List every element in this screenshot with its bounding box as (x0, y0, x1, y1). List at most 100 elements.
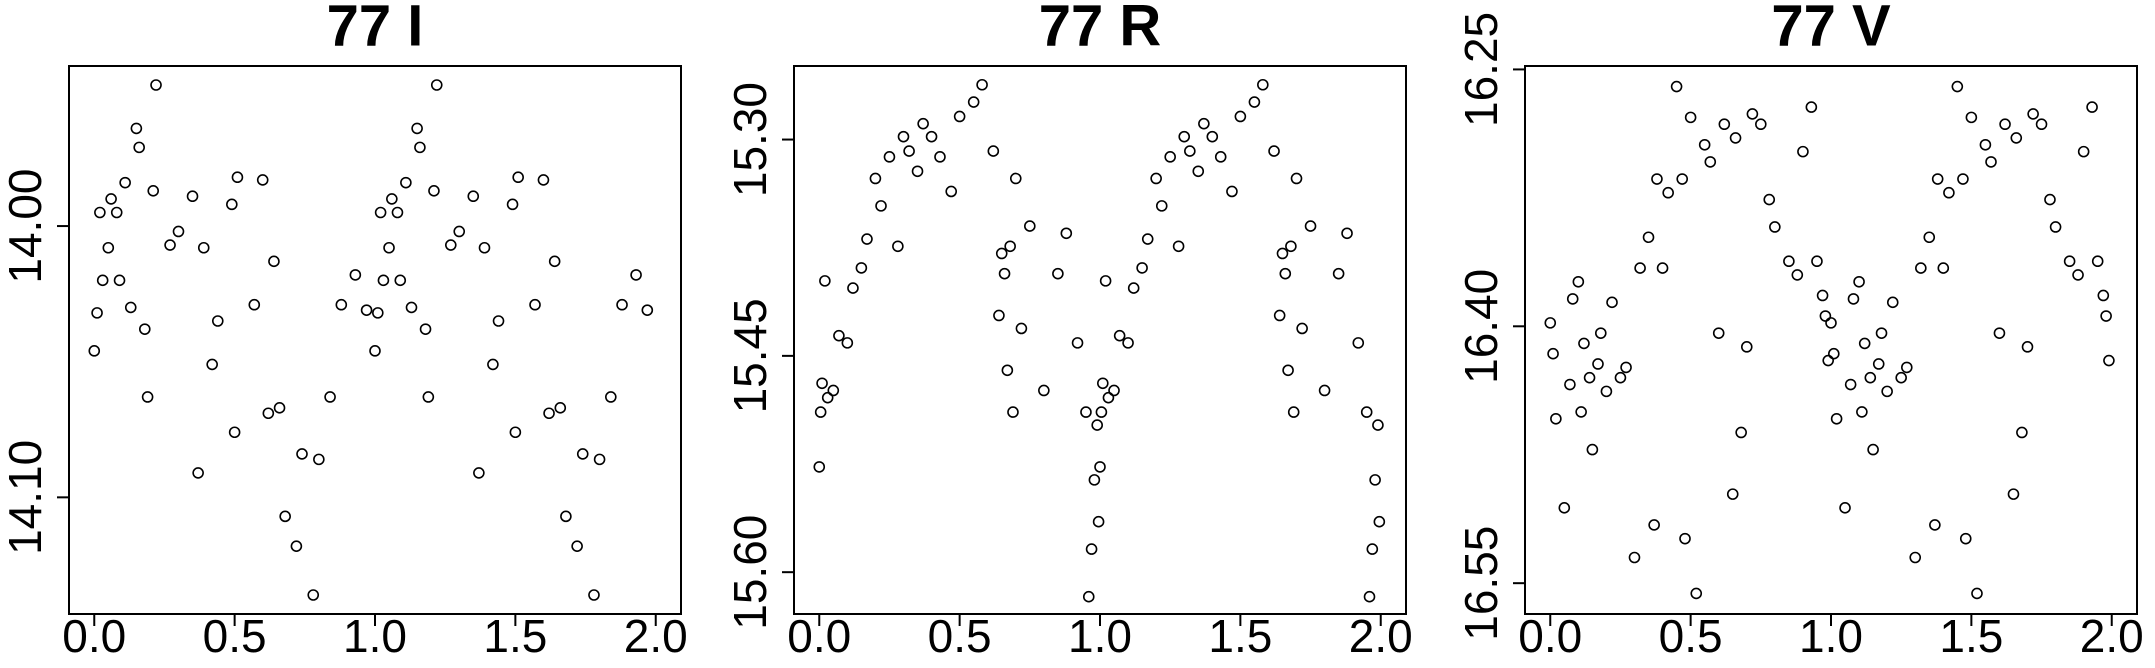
point (138, 323, 151, 335)
point (925, 130, 938, 143)
point (1895, 371, 1907, 384)
point (1091, 419, 1103, 431)
x-tick-label: 0.0 (787, 610, 851, 662)
point (324, 391, 336, 403)
point (814, 406, 827, 418)
point (1763, 193, 1776, 206)
point (1828, 347, 1840, 360)
point (141, 391, 154, 403)
point (1875, 327, 1888, 339)
point (841, 337, 854, 349)
point (537, 174, 550, 186)
point (119, 176, 131, 189)
point (1009, 172, 1022, 185)
point (1676, 173, 1689, 185)
point (1099, 275, 1112, 287)
point (231, 171, 244, 184)
point (934, 151, 946, 163)
point (478, 241, 491, 254)
point (529, 298, 541, 311)
point (1628, 551, 1641, 564)
point (1985, 156, 1997, 168)
point (1102, 391, 1115, 404)
point (945, 185, 958, 198)
x-tick-label: 0.0 (62, 610, 126, 662)
point (349, 269, 362, 281)
chart-title: 77 R (1039, 0, 1162, 58)
point (1082, 590, 1095, 603)
point (262, 407, 275, 420)
point (1620, 361, 1632, 374)
point (91, 307, 103, 319)
point (1740, 341, 1753, 353)
point (405, 301, 418, 314)
x-tick-label: 1.0 (1068, 610, 1132, 662)
point (94, 206, 106, 219)
point (313, 453, 325, 466)
point (1886, 296, 1899, 309)
point (1332, 267, 1345, 280)
point (1004, 240, 1016, 253)
point (1155, 200, 1168, 212)
x-tick-label: 0.0 (1518, 610, 1582, 662)
point (1993, 327, 2006, 339)
point (1847, 293, 1860, 305)
point (1656, 262, 1669, 274)
point (1864, 371, 1877, 384)
point (2035, 118, 2048, 131)
point (1352, 337, 1365, 349)
point (1287, 406, 1300, 418)
point (1791, 269, 1804, 281)
point (1651, 173, 1663, 185)
point (307, 589, 320, 601)
point (1825, 317, 1837, 329)
point (1198, 117, 1210, 130)
point (473, 467, 485, 479)
point (1164, 151, 1176, 163)
x-tick-label: 2.0 (1349, 610, 1413, 662)
point (1690, 587, 1703, 600)
point (1712, 327, 1725, 339)
point (1606, 296, 1618, 309)
point (875, 200, 887, 212)
point (2044, 193, 2056, 206)
point (641, 304, 654, 316)
point (1614, 371, 1627, 384)
point (1363, 590, 1376, 603)
point (903, 145, 915, 157)
point (1951, 80, 1964, 93)
point (1915, 262, 1927, 274)
x-tick-label: 0.5 (928, 610, 992, 662)
point (467, 190, 480, 203)
point (554, 402, 567, 414)
point (279, 510, 291, 523)
point (616, 298, 628, 311)
point (2016, 426, 2028, 439)
point (226, 198, 238, 211)
plot-frame (1524, 65, 2138, 615)
point (1923, 231, 1936, 244)
point (1965, 111, 1978, 124)
point (228, 426, 241, 439)
point (1642, 231, 1655, 244)
y-tick-label: 16.40 (1455, 269, 1507, 384)
point (1172, 240, 1185, 253)
point (1282, 364, 1294, 377)
point (855, 262, 868, 274)
point (1248, 96, 1261, 108)
point (2072, 269, 2084, 281)
point (1304, 220, 1317, 232)
point (509, 426, 522, 439)
point (296, 448, 308, 460)
y-tick-label: 15.30 (724, 82, 776, 197)
point (383, 241, 395, 254)
point (512, 171, 524, 184)
point (1872, 358, 1885, 370)
point (1088, 474, 1101, 486)
point (2091, 255, 2104, 268)
point (1136, 262, 1148, 274)
x-tick-label: 1.5 (1208, 610, 1272, 662)
point (1108, 384, 1120, 397)
point (1729, 132, 1742, 144)
point (1360, 406, 1373, 418)
